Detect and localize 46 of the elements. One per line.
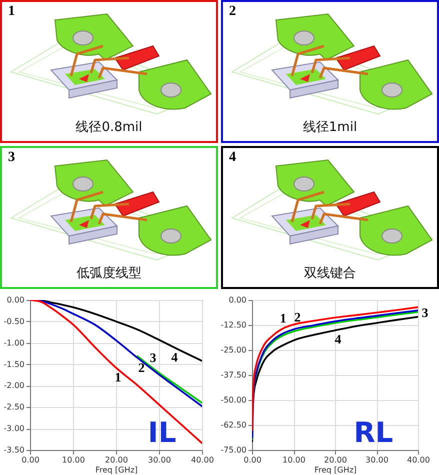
y-tick-label: 0.00 bbox=[6, 296, 24, 304]
x-tick-label: 10.00 bbox=[282, 456, 306, 464]
x-tick-label: 20.00 bbox=[105, 456, 128, 464]
y-tick-label: -12.50 bbox=[220, 320, 246, 330]
text: 线径0.8mil bbox=[74, 119, 144, 136]
line-series bbox=[136, 355, 202, 404]
y-tick-label: -0.50 bbox=[4, 316, 24, 326]
x-tick-label: 40.00 bbox=[191, 456, 214, 464]
y-tick-label: -1.00 bbox=[4, 338, 24, 348]
x-axis-title: Freq [GHz] bbox=[95, 466, 138, 474]
y-tick-label: -25.00 bbox=[220, 346, 246, 354]
y-tick-label: -62.50 bbox=[220, 420, 246, 430]
y-tick-label: -3.00 bbox=[4, 424, 24, 434]
series-label: 1 bbox=[280, 310, 286, 326]
x-axis-title: Freq [GHz] bbox=[314, 466, 357, 474]
y-tick-label: -2.00 bbox=[4, 381, 24, 390]
annotation: RL bbox=[354, 416, 394, 449]
text: 1 bbox=[8, 4, 15, 20]
y-tick-label: -75.00 bbox=[220, 446, 246, 454]
y-tick-label: -50.00 bbox=[220, 396, 246, 404]
series-label: 3 bbox=[422, 305, 429, 320]
x-tick-label: 30.00 bbox=[148, 456, 171, 464]
series-label: 4 bbox=[171, 350, 178, 365]
text: 2 bbox=[229, 4, 236, 20]
text: 线径1mil bbox=[302, 119, 358, 136]
y-tick-label: -2.50 bbox=[4, 402, 24, 412]
x-tick-label: 40.00 bbox=[407, 456, 430, 464]
x-tick-label: 20.00 bbox=[324, 456, 347, 464]
x-tick-label: 30.00 bbox=[366, 456, 388, 464]
series-label: 2 bbox=[294, 309, 301, 324]
y-tick-label: -37.50 bbox=[220, 370, 246, 380]
text: 双线键合 bbox=[303, 265, 357, 282]
series-label: 1 bbox=[114, 370, 122, 385]
text: 3 bbox=[8, 150, 15, 166]
y-tick-label: 0.00 bbox=[228, 296, 246, 304]
text: 4 bbox=[229, 150, 236, 166]
y-tick-label: -1.50 bbox=[4, 360, 24, 369]
x-tick-label: 10.00 bbox=[62, 456, 85, 464]
x-tick-label: 0.00 bbox=[244, 456, 262, 464]
y-tick-label: -3.50 bbox=[4, 446, 24, 454]
x-tick-label: 0.00 bbox=[22, 456, 40, 464]
series-label: 2 bbox=[138, 360, 145, 375]
series-label: 3 bbox=[150, 350, 157, 365]
text: 低弧度线型 bbox=[76, 265, 142, 282]
annotation: IL bbox=[148, 416, 176, 449]
series-label: 4 bbox=[334, 331, 342, 346]
